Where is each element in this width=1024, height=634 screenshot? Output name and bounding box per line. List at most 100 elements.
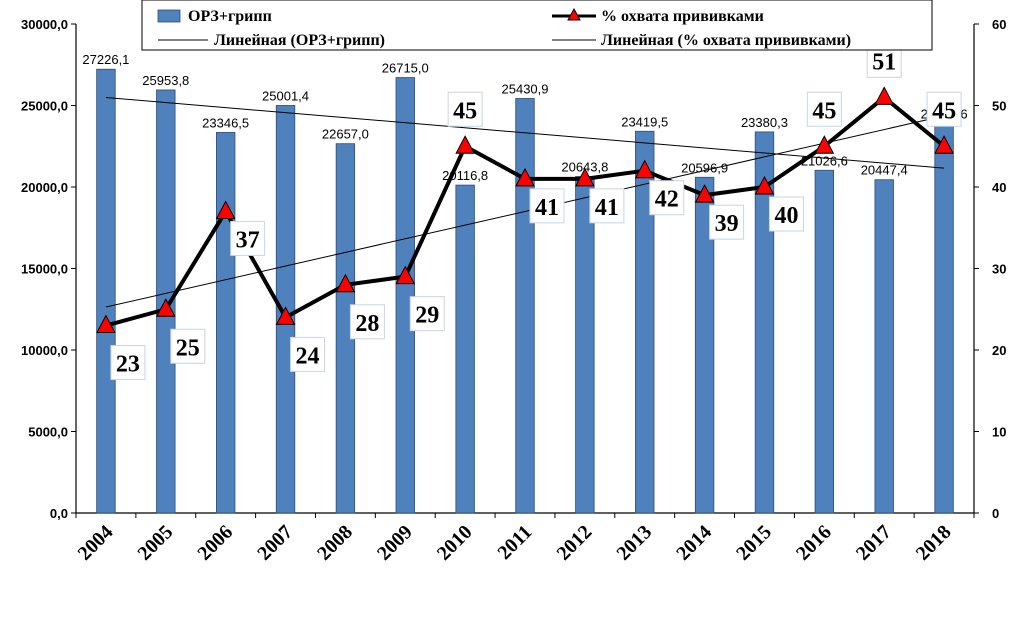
y-right-tick-label: 10: [992, 425, 1006, 440]
percent-value-label-box: [409, 296, 445, 332]
percent-value-label-text: 45: [453, 98, 477, 124]
x-tick-label: 2017: [852, 521, 896, 565]
trendline-bars: [105, 97, 945, 169]
percent-value-label-box: [349, 304, 385, 340]
percent-value-label: 28: [349, 304, 385, 340]
bar-value-label: 20596,9: [681, 160, 728, 175]
percent-value-label-text: 29: [415, 303, 439, 329]
bar-2014: [694, 176, 715, 514]
legend-line-label: % охвата прививками: [601, 8, 764, 25]
bar-value-label: 21026,6: [801, 153, 848, 168]
percent-marker: [694, 184, 715, 203]
bar-value-label: 26715,0: [382, 61, 429, 76]
y-right-tick-label: 40: [992, 180, 1006, 195]
percent-value-label-box: [926, 91, 962, 127]
y-left-tick-label: 25000,0: [21, 99, 68, 114]
y-right-tick-label: 30: [992, 262, 1006, 277]
percent-marker: [814, 135, 835, 154]
percent-value-label: 39: [709, 204, 745, 240]
y-left-tick-label: 10000,0: [21, 343, 68, 358]
percent-marker: [874, 86, 895, 105]
percent-value-label-box: [768, 196, 804, 232]
bar-value-label: 22657,0: [322, 127, 369, 142]
percent-value-label-text: 39: [715, 211, 739, 237]
y-right-tick-label: 20: [992, 343, 1006, 358]
percent-value-label: 42: [649, 180, 685, 216]
legend-trend-bar-label: Линейная (ОРЗ+грипп): [214, 32, 385, 49]
bar-value-label: 23346,5: [202, 115, 249, 130]
percent-value-label: 45: [926, 91, 962, 127]
legend-triangle-marker: [567, 7, 581, 21]
x-tick-label: 2009: [373, 521, 417, 565]
percent-marker: [575, 167, 595, 187]
percent-value-label-box: [649, 180, 685, 216]
legend-bar-swatch: [157, 9, 181, 23]
percent-value-label: 41: [529, 188, 565, 224]
percent-marker: [515, 167, 535, 187]
percent-marker: [275, 306, 296, 325]
x-tick-label: 2004: [74, 521, 118, 565]
bar-2010: [455, 184, 475, 514]
percent-marker: [335, 273, 356, 293]
bar-2009: [395, 77, 415, 514]
bar-value-labels: 27226,1 25953,8 23346,5 25001,4 22657,0 26715…: [82, 52, 967, 183]
percent-value-label-box: [290, 336, 326, 372]
percent-value-label-text: 41: [535, 195, 559, 221]
percent-value-label: 29: [409, 296, 445, 332]
percent-value-label: 40: [768, 196, 804, 232]
percent-value-label-text: 25: [176, 335, 200, 361]
percent-value-label-text: 41: [595, 195, 619, 221]
percent-value-label-text: 45: [812, 98, 836, 124]
x-tick-label: 2011: [493, 521, 536, 564]
legend-trend-line-label: Линейная (% охвата прививками): [601, 32, 851, 49]
percent-value-label: 41: [589, 188, 625, 224]
trendline-percent: [105, 115, 945, 308]
percent-value-label-box: [447, 91, 483, 127]
line-value-labels: 23 25 37 24 28 29 45 41 41 42 39 40 45 51 45: [110, 42, 962, 381]
percent-value-label-text: 45: [932, 98, 956, 124]
percent-value-label-box: [709, 204, 745, 240]
percent-value-label: 24: [290, 336, 326, 372]
y-right-tick-label: 50: [992, 99, 1006, 114]
percent-value-label-text: 24: [296, 343, 320, 369]
bar-2012: [575, 176, 595, 514]
x-tick-label: 2015: [732, 521, 776, 565]
bar-value-label: 25953,8: [142, 73, 189, 88]
percent-value-label-text: 23: [116, 352, 140, 378]
x-tick-labels: 2004 2005 2006 2007 2008 2009 2010 2011 2012 2013…: [74, 521, 956, 565]
percent-value-label-text: 51: [872, 49, 896, 75]
bar-value-label: 25430,9: [502, 81, 549, 96]
percent-value-label: 45: [806, 91, 842, 127]
percent-value-label: 37: [230, 220, 266, 256]
legend-bar-label: ОРЗ+грипп: [188, 8, 272, 25]
bar-value-label: 27226,1: [82, 52, 129, 67]
x-tick-label: 2013: [612, 521, 656, 565]
y-left-tick-label: 0,0: [50, 506, 68, 521]
y-left-tick-label: 30000,0: [21, 17, 68, 32]
y-right-tick-label: 60: [992, 17, 1006, 32]
bar-2013: [635, 130, 655, 514]
x-tick-label: 2008: [313, 521, 357, 565]
percent-value-label-box: [170, 328, 206, 364]
bar-value-label: 20447,4: [861, 163, 908, 178]
percent-marker: [215, 200, 236, 219]
percent-value-label-text: 28: [355, 311, 379, 337]
y-left-tick-label: 15000,0: [21, 262, 68, 277]
percent-value-label-box: [806, 91, 842, 127]
percent-marker: [155, 298, 176, 317]
bar-2017: [874, 179, 894, 514]
percent-value-label-box: [589, 188, 625, 224]
bar-2011: [515, 98, 535, 514]
percent-value-label-text: 42: [655, 187, 679, 213]
bar-value-label: 23380,3: [741, 115, 788, 130]
bar-2006: [215, 132, 236, 514]
percent-value-label-box: [110, 345, 146, 381]
bar-series: [96, 68, 954, 514]
percent-marker: [634, 159, 655, 179]
x-tick-label: 2018: [912, 521, 956, 565]
percent-marker: [754, 175, 775, 195]
bar-2018: [934, 123, 954, 514]
x-tick-label: 2016: [792, 521, 836, 565]
x-tick-label: 2014: [672, 521, 716, 565]
